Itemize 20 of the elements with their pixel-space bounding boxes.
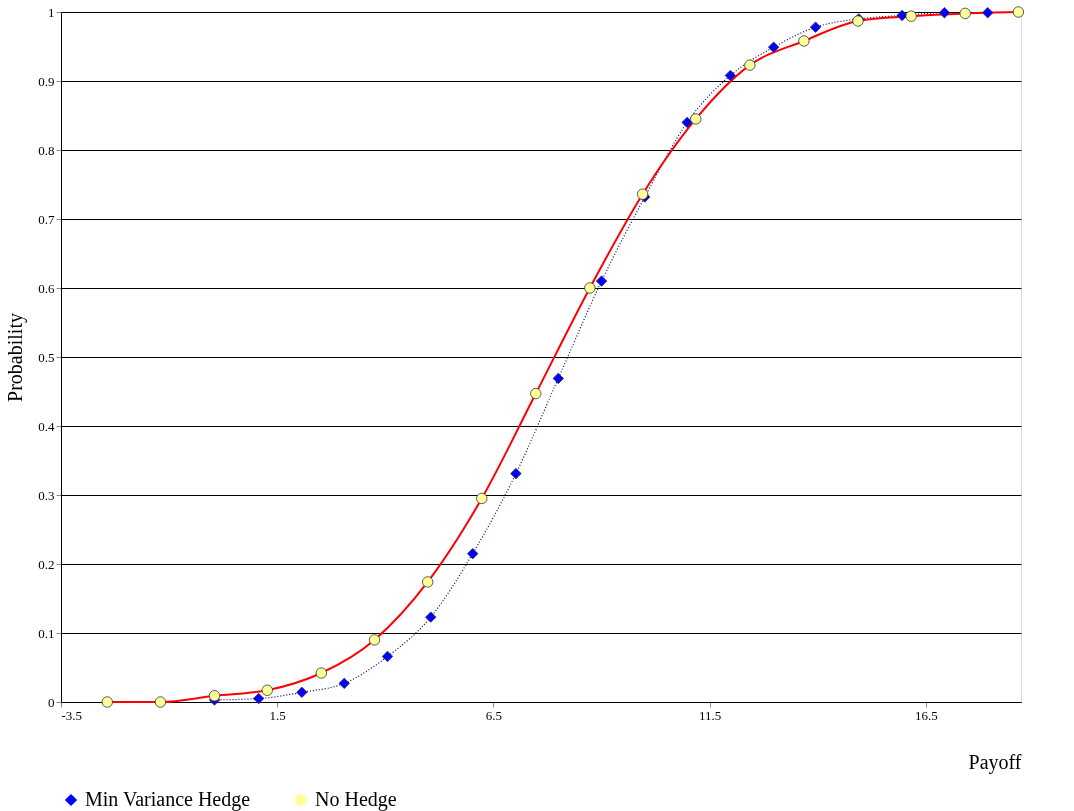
x-tick-label: 11.5	[699, 707, 722, 723]
x-axis-title: Payoff	[968, 750, 1022, 774]
y-tick-label: 0.4	[38, 418, 55, 434]
x-tick-label: 16.5	[914, 707, 938, 723]
y-tick-label: 0.2	[38, 556, 55, 572]
y-tick-label: 0.8	[38, 142, 55, 158]
legend-label: Min Variance Hedge	[85, 788, 251, 811]
legend-label: No Hedge	[315, 788, 397, 811]
x-tick-label: 1.5	[269, 707, 286, 723]
y-tick-label: 0.7	[38, 211, 55, 227]
y-tick-label: 0	[48, 694, 55, 710]
y-tick-label: 0.5	[38, 349, 55, 365]
y-tick-label: 0.9	[38, 73, 55, 89]
y-tick-label: 0.1	[38, 625, 55, 641]
x-tick-label: 6.5	[485, 707, 503, 723]
y-axis-title: Probability	[4, 313, 28, 402]
y-tick-label: 0.3	[38, 487, 55, 503]
x-tick-label: -3.5	[61, 707, 83, 723]
y-tick-label: 1	[48, 4, 55, 20]
y-tick-label: 0.6	[38, 280, 55, 296]
